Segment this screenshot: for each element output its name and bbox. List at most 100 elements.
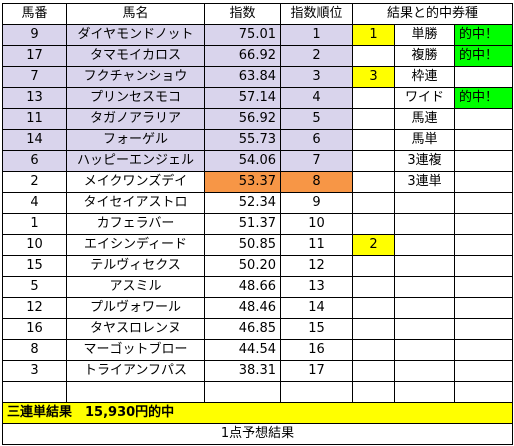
bet-type-cell: 枠連 (394, 66, 455, 88)
mark-cell (352, 213, 395, 235)
table-row: 4 タイセイアストロ 52.34 9 (2, 192, 513, 214)
index-cell: 54.06 (204, 150, 281, 172)
hit-cell: 的中！ (454, 87, 513, 109)
bet-type-cell (394, 192, 455, 214)
index-cell: 48.66 (204, 276, 281, 298)
umaban-cell: 1 (2, 213, 67, 235)
horse-name-cell: タマモイカロス (66, 45, 205, 67)
horse-name-cell: フォーゲル (66, 129, 205, 151)
hit-cell (454, 192, 513, 214)
table-row: 14 フォーゲル 55.73 6 馬単 (2, 129, 513, 151)
mark-cell: 2 (352, 234, 395, 256)
mark-cell (352, 87, 395, 109)
hit-cell: 的中！ (454, 24, 513, 46)
bet-type-cell: 3連単 (394, 171, 455, 193)
umaban-cell: 7 (2, 66, 67, 88)
bet-type-cell (394, 297, 455, 319)
rank-cell: 2 (280, 45, 353, 67)
horse-name-cell: アスミル (66, 276, 205, 298)
empty-cell (66, 381, 205, 403)
bet-type-cell: 馬単 (394, 129, 455, 151)
index-cell: 52.34 (204, 192, 281, 214)
horse-name-cell: タイセイアストロ (66, 192, 205, 214)
header-rank: 指数順位 (280, 3, 353, 25)
table-row: 8 マーゴットブロー 44.54 16 (2, 339, 513, 361)
table-row: 12 プルヴォワール 48.46 14 (2, 297, 513, 319)
umaban-cell: 12 (2, 297, 67, 319)
header-result: 結果と的中券種 (352, 3, 513, 25)
bet-type-cell: 3連複 (394, 150, 455, 172)
table-row: 10 エイシンディード 50.85 11 2 (2, 234, 513, 256)
horse-name-cell: カフェラバー (66, 213, 205, 235)
table-row: 2 メイクワンズデイ 53.37 8 3連単 (2, 171, 513, 193)
horse-name-cell: テルヴィセクス (66, 255, 205, 277)
hit-cell (454, 318, 513, 340)
table-row: 1 カフェラバー 51.37 10 (2, 213, 513, 235)
header-name: 馬名 (66, 3, 205, 25)
bet-type-cell: 単勝 (394, 24, 455, 46)
umaban-cell: 8 (2, 339, 67, 361)
table-row: 16 タヤスロレンヌ 46.85 15 (2, 318, 513, 340)
horse-name-cell: メイクワンズデイ (66, 171, 205, 193)
mark-cell (352, 192, 395, 214)
rank-cell: 13 (280, 276, 353, 298)
umaban-cell: 4 (2, 192, 67, 214)
empty-cell (352, 381, 395, 403)
umaban-cell: 17 (2, 45, 67, 67)
horse-name-cell: プルヴォワール (66, 297, 205, 319)
index-cell: 53.37 (204, 171, 281, 193)
mark-cell (352, 339, 395, 361)
hit-cell (454, 129, 513, 151)
rank-cell: 9 (280, 192, 353, 214)
rank-cell: 6 (280, 129, 353, 151)
empty-cell (280, 381, 353, 403)
hit-cell (454, 255, 513, 277)
bet-type-cell (394, 213, 455, 235)
horse-name-cell: フクチャンショウ (66, 66, 205, 88)
table-row: 11 タガノアラリア 56.92 5 馬連 (2, 108, 513, 130)
table-row: 15 テルヴィセクス 50.20 12 (2, 255, 513, 277)
header-index: 指数 (204, 3, 281, 25)
umaban-cell: 5 (2, 276, 67, 298)
mark-cell: 3 (352, 66, 395, 88)
bet-type-cell (394, 318, 455, 340)
index-cell: 63.84 (204, 66, 281, 88)
total-row: 三連単結果 15,930円的中 (2, 402, 513, 424)
empty-row (2, 381, 513, 403)
hit-cell (454, 360, 513, 382)
index-cell: 51.37 (204, 213, 281, 235)
rank-cell: 11 (280, 234, 353, 256)
hit-cell (454, 276, 513, 298)
umaban-cell: 15 (2, 255, 67, 277)
index-cell: 55.73 (204, 129, 281, 151)
hit-cell (454, 213, 513, 235)
mark-cell (352, 297, 395, 319)
hit-cell (454, 339, 513, 361)
horse-name-cell: エイシンディード (66, 234, 205, 256)
footer-label: 1点予想結果 (2, 423, 513, 445)
mark-cell (352, 318, 395, 340)
umaban-cell: 10 (2, 234, 67, 256)
mark-cell (352, 276, 395, 298)
index-cell: 50.20 (204, 255, 281, 277)
mark-cell (352, 360, 395, 382)
rank-cell: 7 (280, 150, 353, 172)
umaban-cell: 11 (2, 108, 67, 130)
bet-type-cell (394, 276, 455, 298)
bet-type-cell (394, 360, 455, 382)
index-cell: 38.31 (204, 360, 281, 382)
rank-cell: 8 (280, 171, 353, 193)
rank-cell: 4 (280, 87, 353, 109)
table-row: 5 アスミル 48.66 13 (2, 276, 513, 298)
umaban-cell: 9 (2, 24, 67, 46)
footer-row: 1点予想結果 (2, 423, 513, 445)
bet-type-cell (394, 339, 455, 361)
horse-name-cell: タガノアラリア (66, 108, 205, 130)
rank-cell: 10 (280, 213, 353, 235)
empty-cell (454, 381, 513, 403)
umaban-cell: 13 (2, 87, 67, 109)
umaban-cell: 14 (2, 129, 67, 151)
umaban-cell: 3 (2, 360, 67, 382)
umaban-cell: 16 (2, 318, 67, 340)
umaban-cell: 6 (2, 150, 67, 172)
